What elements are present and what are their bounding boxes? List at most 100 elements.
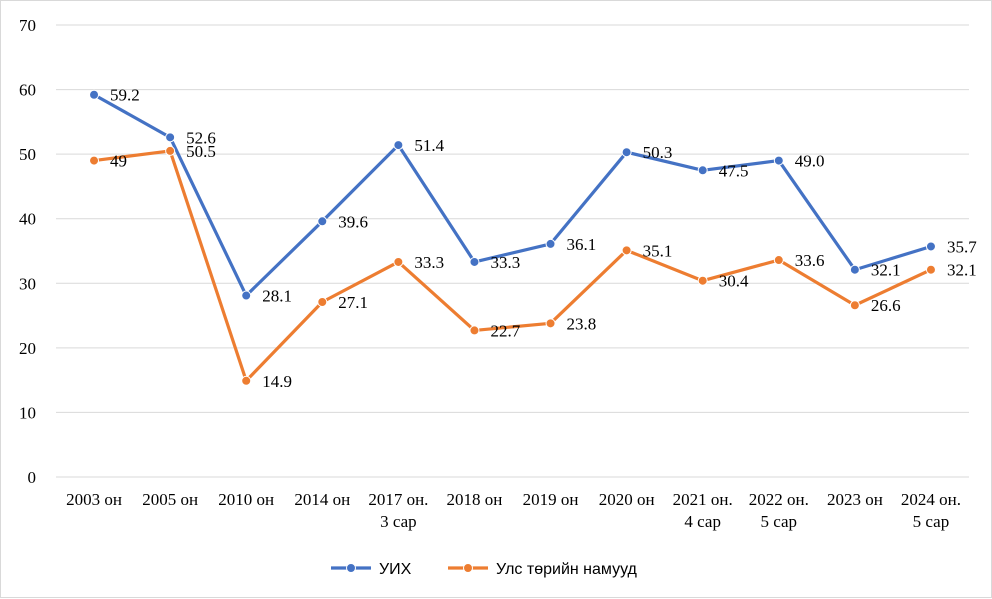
x-tick-label: 2005 он bbox=[142, 490, 198, 509]
x-tick-label: 2022 он. 5 сар bbox=[749, 490, 809, 531]
x-tick-line: 2017 он. bbox=[368, 490, 428, 509]
x-tick-line: 2023 он bbox=[827, 490, 883, 509]
data-label: 35.1 bbox=[643, 241, 673, 260]
data-point bbox=[849, 264, 860, 275]
data-point bbox=[621, 147, 632, 158]
x-tick-line: 2010 он bbox=[218, 490, 274, 509]
x-tick-label: 2024 он. 5 сар bbox=[901, 490, 961, 531]
gridlines bbox=[56, 24, 969, 478]
x-tick-line: 2019 он bbox=[523, 490, 579, 509]
x-tick-label: 2018 он bbox=[447, 490, 503, 509]
data-point bbox=[317, 216, 328, 227]
data-label: 35.7 bbox=[947, 237, 977, 256]
data-point bbox=[621, 245, 632, 256]
data-point bbox=[393, 256, 404, 267]
series-1 bbox=[89, 89, 936, 301]
data-label: 47.5 bbox=[719, 161, 749, 180]
x-tick-line: 2020 он bbox=[599, 490, 655, 509]
x-tick-label: 2021 он. 4 сар bbox=[673, 490, 733, 531]
data-point bbox=[773, 255, 784, 266]
data-label: 49 bbox=[110, 152, 127, 171]
y-tick-label: 40 bbox=[19, 210, 36, 229]
data-label: 52.6 bbox=[186, 128, 216, 147]
data-point bbox=[165, 132, 176, 143]
y-tick-label: 70 bbox=[19, 16, 36, 35]
y-tick-label: 60 bbox=[19, 81, 36, 100]
x-tick-line: 2003 он bbox=[66, 490, 122, 509]
x-tick-label: 2017 он. 3 сар bbox=[368, 490, 428, 531]
data-point bbox=[393, 140, 404, 151]
data-labels: 59.2 52.6 28.1 39.6 51.4 33.3 36.1 50.3 47.5 49.0… bbox=[110, 86, 977, 391]
data-label: 50.3 bbox=[643, 143, 673, 162]
series-line bbox=[92, 93, 933, 298]
data-label: 39.6 bbox=[338, 212, 368, 231]
data-label: 30.4 bbox=[719, 272, 749, 291]
series-lines bbox=[89, 89, 936, 386]
x-axis-ticks: 2003 он 2005 он 2010 он 2014 он 2017 он. 3 са… bbox=[66, 490, 961, 531]
x-tick-label: 2014 он bbox=[294, 490, 350, 509]
legend-marker-icon bbox=[463, 563, 473, 573]
x-tick-label: 2010 он bbox=[218, 490, 274, 509]
data-point bbox=[469, 256, 480, 267]
data-label: 33.3 bbox=[414, 253, 444, 272]
data-point bbox=[697, 275, 708, 286]
legend-label: УИХ bbox=[379, 561, 412, 578]
y-tick-label: 50 bbox=[19, 145, 36, 164]
data-label: 49.0 bbox=[795, 152, 825, 171]
x-tick-line: 2021 он. bbox=[673, 490, 733, 509]
data-point bbox=[925, 241, 936, 252]
y-tick-label: 0 bbox=[28, 468, 37, 487]
legend: УИХ Улс төрийн намууд bbox=[331, 561, 638, 578]
x-tick-label: 2020 он bbox=[599, 490, 655, 509]
y-tick-label: 30 bbox=[19, 274, 36, 293]
data-point bbox=[773, 155, 784, 166]
data-label: 28.1 bbox=[262, 287, 292, 306]
data-point bbox=[469, 325, 480, 336]
data-label: 32.1 bbox=[947, 261, 977, 280]
data-label: 33.3 bbox=[490, 253, 520, 272]
data-point bbox=[317, 297, 328, 308]
data-point bbox=[89, 89, 100, 100]
data-label: 22.7 bbox=[490, 321, 520, 340]
x-tick-line: 2018 он bbox=[447, 490, 503, 509]
data-label: 14.9 bbox=[262, 372, 292, 391]
x-tick-line: 2024 он. bbox=[901, 490, 961, 509]
data-label: 32.1 bbox=[871, 261, 901, 280]
data-label: 23.8 bbox=[567, 314, 597, 333]
x-tick-line: 2014 он bbox=[294, 490, 350, 509]
data-point bbox=[241, 375, 252, 386]
x-tick-line: 2022 он. bbox=[749, 490, 809, 509]
legend-item: УИХ bbox=[331, 561, 412, 578]
x-tick-line: 5 сар bbox=[761, 512, 798, 531]
x-tick-label: 2019 он bbox=[523, 490, 579, 509]
legend-item: Улс төрийн намууд bbox=[448, 561, 638, 578]
legend-marker-icon bbox=[346, 563, 356, 573]
data-point bbox=[849, 300, 860, 311]
data-point bbox=[241, 290, 252, 301]
x-tick-line: 2005 он bbox=[142, 490, 198, 509]
y-tick-label: 20 bbox=[19, 339, 36, 358]
y-axis-ticks: 0 10 20 30 40 50 60 70 bbox=[19, 16, 36, 487]
data-point bbox=[545, 238, 556, 249]
data-label: 33.6 bbox=[795, 251, 825, 270]
x-tick-line: 5 сар bbox=[913, 512, 950, 531]
data-point bbox=[165, 145, 176, 156]
data-label: 50.5 bbox=[186, 142, 216, 161]
y-tick-label: 10 bbox=[19, 403, 36, 422]
data-label: 26.6 bbox=[871, 296, 901, 315]
x-tick-label: 2003 он bbox=[66, 490, 122, 509]
x-tick-line: 3 сар bbox=[380, 512, 417, 531]
data-point bbox=[89, 155, 100, 166]
data-label: 27.1 bbox=[338, 293, 368, 312]
series-line bbox=[92, 149, 933, 383]
legend-label: Улс төрийн намууд bbox=[496, 561, 638, 578]
data-point bbox=[925, 264, 936, 275]
series-2 bbox=[89, 145, 936, 386]
data-point bbox=[697, 165, 708, 176]
data-point bbox=[545, 318, 556, 329]
data-label: 36.1 bbox=[567, 235, 597, 254]
x-tick-label: 2023 он bbox=[827, 490, 883, 509]
x-tick-line: 4 сар bbox=[684, 512, 721, 531]
